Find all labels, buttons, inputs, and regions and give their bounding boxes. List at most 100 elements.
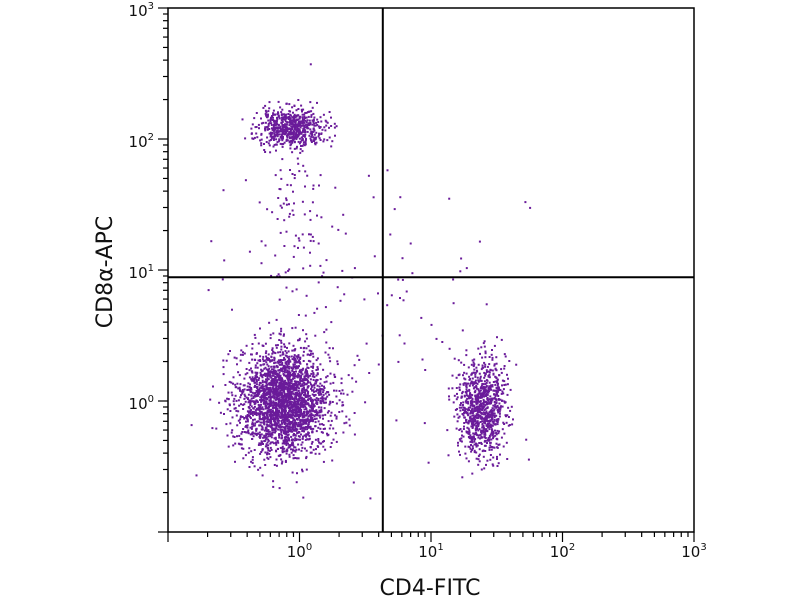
event-point	[474, 373, 477, 376]
event-point	[268, 367, 271, 370]
event-point	[490, 384, 492, 387]
event-point	[257, 342, 260, 345]
event-point	[236, 424, 239, 427]
event-point	[262, 392, 265, 395]
event-point	[260, 138, 263, 141]
event-point	[283, 410, 286, 413]
event-point	[484, 428, 487, 431]
event-point	[329, 372, 332, 375]
event-point	[269, 135, 272, 138]
event-point	[306, 130, 309, 133]
event-point	[463, 382, 466, 385]
event-point	[306, 374, 309, 377]
event-point	[264, 389, 267, 391]
event-point	[295, 109, 298, 112]
event-point	[275, 417, 278, 420]
event-point	[475, 457, 478, 460]
event-point	[260, 433, 263, 436]
event-point	[476, 397, 479, 400]
event-point	[276, 116, 278, 119]
event-point	[255, 352, 258, 355]
event-point	[411, 272, 414, 275]
event-point	[267, 439, 270, 442]
event-point	[291, 141, 294, 144]
event-point	[470, 380, 473, 383]
event-point	[295, 481, 298, 484]
event-point	[253, 358, 256, 361]
event-point	[209, 398, 212, 401]
event-point	[471, 412, 474, 415]
event-point	[265, 111, 268, 114]
event-point	[285, 139, 288, 142]
event-point	[294, 135, 297, 138]
event-point	[271, 347, 274, 350]
event-point	[252, 435, 255, 438]
event-point	[279, 361, 281, 364]
event-point	[264, 112, 267, 115]
event-point	[247, 382, 250, 385]
event-point	[491, 349, 493, 351]
event-point	[469, 406, 472, 409]
event-point	[310, 442, 313, 445]
event-point	[287, 398, 290, 401]
event-point	[288, 124, 291, 127]
event-point	[475, 382, 478, 385]
event-point	[252, 380, 255, 383]
event-point	[285, 116, 288, 119]
event-point	[471, 381, 474, 384]
event-point	[318, 137, 321, 140]
event-point	[475, 442, 477, 445]
event-point	[317, 121, 320, 123]
event-point	[509, 388, 512, 391]
event-point	[294, 326, 297, 329]
event-point	[275, 401, 278, 404]
event-point	[301, 427, 304, 430]
event-point	[261, 399, 264, 401]
event-point	[266, 451, 269, 454]
event-point	[299, 438, 301, 441]
event-point	[269, 416, 272, 418]
event-point	[263, 143, 265, 145]
event-point	[231, 429, 234, 432]
event-point	[305, 137, 307, 140]
event-point	[267, 365, 270, 368]
event-point	[279, 106, 282, 109]
event-point	[303, 115, 306, 118]
event-point	[271, 374, 274, 377]
event-point	[483, 467, 486, 470]
event-point	[248, 400, 251, 403]
event-point	[282, 367, 285, 370]
event-point	[476, 393, 479, 396]
event-point	[489, 423, 492, 426]
event-point	[266, 377, 269, 380]
event-point	[471, 404, 474, 407]
event-point	[237, 371, 240, 374]
event-point	[246, 426, 249, 429]
event-point	[465, 349, 468, 352]
event-point	[482, 383, 485, 386]
event-point	[268, 321, 271, 324]
event-point	[250, 388, 253, 391]
event-point	[498, 407, 501, 410]
event-point	[458, 389, 461, 391]
event-point	[465, 386, 468, 389]
event-point	[306, 386, 309, 389]
event-point	[461, 392, 464, 395]
event-point	[270, 381, 273, 384]
event-point	[309, 398, 312, 400]
event-point	[278, 401, 280, 404]
event-point	[294, 133, 297, 136]
event-point	[315, 409, 318, 412]
event-point	[259, 421, 262, 424]
event-point	[473, 368, 476, 371]
event-point	[285, 444, 288, 446]
event-point	[470, 440, 473, 443]
event-point	[501, 399, 503, 402]
event-point	[501, 428, 504, 431]
event-point	[268, 433, 270, 436]
event-point	[293, 356, 295, 359]
event-point	[263, 429, 266, 432]
event-point	[472, 361, 475, 364]
event-point	[284, 350, 287, 353]
event-point	[493, 344, 496, 347]
